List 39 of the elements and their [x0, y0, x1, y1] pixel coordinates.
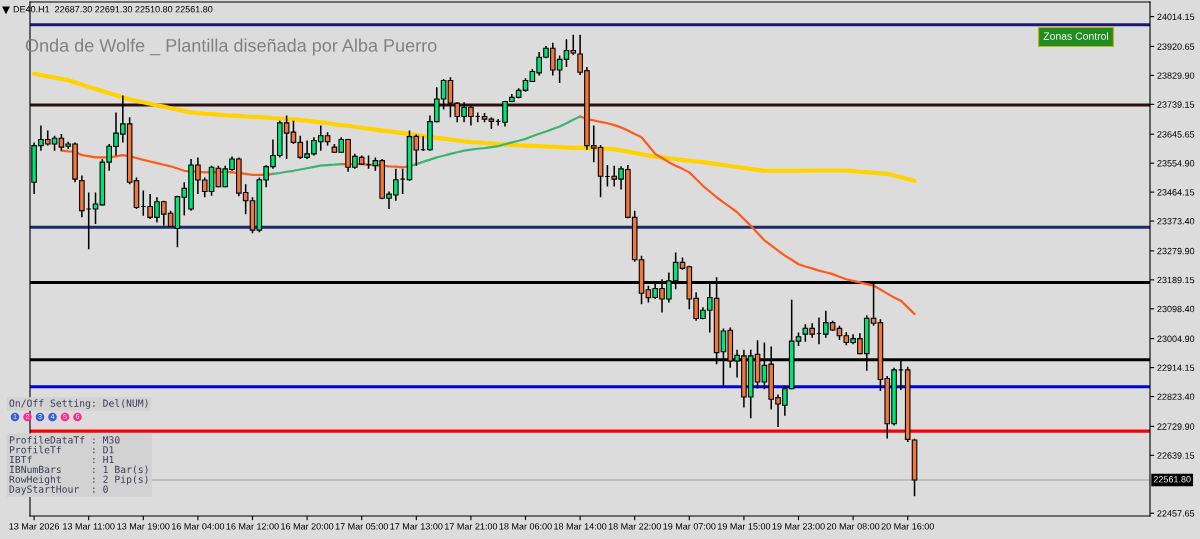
x-tick-label: 19 Mar 23:00 [772, 523, 825, 530]
y-tick-label: 22457.65 [1157, 510, 1195, 517]
y-tick-label: 22729.90 [1157, 423, 1195, 430]
line-series [32, 71, 917, 183]
y-tick-label: 23739.15 [1157, 101, 1195, 108]
y-tick-label: 23829.90 [1157, 72, 1195, 79]
y-tick-label: 23464.15 [1157, 189, 1195, 196]
y-tick-label: 22914.15 [1157, 364, 1195, 371]
text: Zonas Control [1043, 32, 1109, 40]
x-tick-label: 20 Mar 16:00 [881, 523, 934, 530]
y-tick-label: 22639.15 [1157, 452, 1195, 459]
y-tick-label: 23189.15 [1157, 276, 1195, 284]
ref-line-label: 22561.80 [1153, 476, 1191, 483]
x-tick-label: 20 Mar 08:00 [826, 523, 880, 530]
x-tick-label: 16 Mar 12:00 [226, 523, 279, 530]
x-tick-label: 19 Mar 07:00 [663, 523, 716, 530]
y-tick-label: 23279.90 [1157, 247, 1195, 255]
y-tick-label: 23920.65 [1157, 43, 1195, 50]
x-tick-label: 18 Mar 22:00 [608, 523, 661, 530]
y-tick-label: 23373.40 [1157, 218, 1195, 225]
x-tick-label: 13 Mar 11:00 [63, 523, 115, 530]
y-tick-label: 23554.90 [1157, 160, 1195, 167]
x-tick-label: 18 Mar 06:00 [499, 523, 552, 530]
x-tick-label: 19 Mar 15:00 [718, 523, 771, 530]
x-tick-label: 17 Mar 05:00 [335, 523, 388, 530]
x-tick-label: 17 Mar 21:00 [444, 523, 498, 530]
y-tick-label: 23098.40 [1157, 305, 1195, 313]
x-tick-label: 16 Mar 20:00 [281, 523, 334, 530]
y-tick-label: 23645.65 [1157, 131, 1195, 138]
annotation: ProfileDataTf : M30 ProfileTf : D1 IBTf : H1 IBNumBars : 1 Bar(s) RowHeight : 2 Pip(s) DayStartHour : 0 [9, 436, 148, 495]
x-tick-label: 13 Mar 19:00 [117, 523, 170, 530]
annotation: On/Off Setting: Del(NUM) [9, 399, 148, 409]
y-tick-label: 24014.15 [1157, 13, 1195, 20]
x-tick-label: 13 Mar 2026 [9, 523, 60, 530]
y-tick-label: 22823.40 [1157, 393, 1195, 400]
y-tick-label: 23004.90 [1157, 335, 1195, 342]
x-tick-label: 17 Mar 13:00 [390, 523, 443, 530]
x-tick-label: 16 Mar 04:00 [171, 523, 225, 530]
x-tick-label: 18 Mar 14:00 [554, 523, 607, 530]
